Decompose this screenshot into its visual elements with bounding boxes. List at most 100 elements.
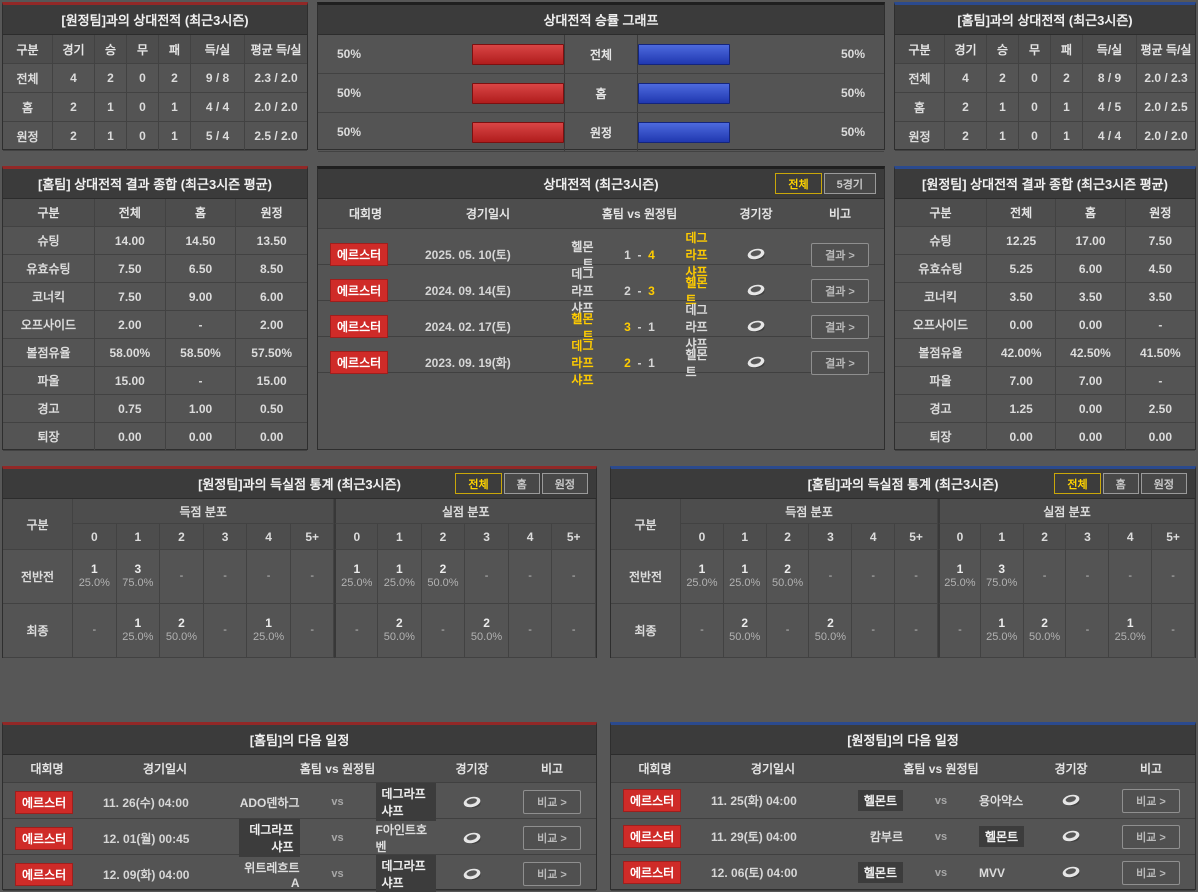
empty-value: - — [354, 623, 359, 636]
match-teams: ADO덴하그 vs 데그라프샤프 — [239, 783, 436, 821]
schedule-home-table: 대회명 경기일시 홈팀 vs 원정팀 경기장 비고 에르스터 11. 26(수) 04:00… — [3, 755, 596, 892]
action-cell: 결과 > — [796, 314, 884, 339]
table-cell: 경고 — [3, 395, 95, 423]
column-header: 대회명 — [638, 762, 672, 776]
tab-원정[interactable]: 원정 — [1140, 473, 1187, 494]
result-button[interactable]: 결과 > — [811, 242, 869, 267]
goalstats-cell: 2 50.0% — [1023, 604, 1067, 658]
table-cell: 원정 — [3, 122, 53, 151]
table-cell: 유효슈팅 — [3, 255, 95, 283]
count-value: 1 — [353, 562, 361, 577]
column-header: 원정 — [1125, 199, 1195, 227]
winrate-row: 50% 전체 50% — [318, 35, 884, 74]
column-header: 패 — [1051, 35, 1083, 64]
match-teams: 헬몬트 vs MVV — [847, 862, 1035, 883]
table-cell: 1 — [1051, 93, 1083, 122]
percent-value: 25.0% — [686, 577, 718, 590]
match-teams: 헬몬트 1 - 4 데그라프샤프 — [563, 229, 716, 280]
tab-5경기[interactable]: 5경기 — [823, 173, 876, 194]
home-team-name: 데그라프샤프 — [571, 267, 594, 315]
compare-button[interactable]: 비교 > — [1122, 824, 1180, 849]
tab-홈[interactable]: 홈 — [1102, 473, 1139, 494]
away-winrate-value: 50% — [840, 125, 866, 139]
goalstats-row: 최종 -2 50.0% -2 50.0% - - -1 25.0% 2 50.0% -1 25.0% - — [611, 604, 1195, 658]
table-cell: 41.50% — [1125, 339, 1195, 367]
goalstats-row-label: 전반전 — [611, 550, 681, 604]
goalstats-cell: 1 25.0% — [334, 550, 379, 604]
stadium-icon[interactable] — [460, 866, 484, 883]
tab-전체[interactable]: 전체 — [1054, 473, 1101, 494]
stadium-icon[interactable] — [1059, 828, 1083, 845]
tab-홈[interactable]: 홈 — [503, 473, 540, 494]
panel-title: 상대전적 승률 그래프 — [318, 5, 884, 35]
goalstats-cell: - — [203, 604, 248, 658]
goalstats-cell: - — [73, 604, 117, 658]
home-winrate-bar — [472, 82, 564, 104]
h2h-vs-away-table: 구분 경기 승 무 패 득/실 평균 득/실 전체 4 2 0 2 9 / 8 2.3 / 2.0 홈 2 1 0… — [3, 35, 307, 151]
stadium-icon[interactable] — [744, 282, 768, 299]
goalstats-cell: - — [247, 550, 291, 604]
compare-button[interactable]: 비교 > — [523, 862, 581, 886]
goalstats-cell: - — [852, 604, 896, 658]
away-bar-area — [638, 74, 822, 112]
stadium-icon[interactable] — [460, 830, 484, 847]
match-date: 2025. 05. 10(토) — [425, 248, 511, 262]
table-cell: 1 — [95, 93, 127, 122]
table-cell: 볼점유율 — [895, 339, 987, 367]
empty-value: - — [871, 569, 876, 582]
compare-button[interactable]: 비교 > — [523, 790, 581, 814]
table-cell: 오프사이드 — [3, 311, 95, 339]
goalstats-cell: - — [1152, 604, 1195, 658]
table-cell: 0.00 — [236, 423, 307, 451]
tab-전체[interactable]: 전체 — [455, 473, 502, 494]
table-cell: - — [1125, 311, 1195, 339]
stadium-icon[interactable] — [460, 794, 484, 811]
tab-원정[interactable]: 원정 — [541, 473, 588, 494]
compare-button[interactable]: 비교 > — [523, 826, 581, 850]
table-cell: - — [165, 367, 237, 395]
column-header: 홈팀 vs 원정팀 — [903, 762, 979, 776]
goalstats-cell: - — [290, 550, 335, 604]
table-cell: 전체 — [3, 64, 53, 93]
goal-count-header: 2 — [160, 524, 204, 550]
table-cell: 8 / 9 — [1083, 64, 1137, 93]
panel-title: [홈팀]의 다음 일정 — [3, 725, 596, 755]
stadium-icon[interactable] — [744, 318, 768, 335]
compare-button[interactable]: 비교 > — [1122, 788, 1180, 813]
schedule-row: 에르스터 11. 26(수) 04:00 ADO덴하그 vs 데그라프샤프 비교 > — [3, 783, 596, 821]
tab-전체[interactable]: 전체 — [775, 173, 822, 194]
stadium-icon[interactable] — [744, 246, 768, 263]
count-value: 2 — [1041, 616, 1048, 631]
percent-value: 25.0% — [986, 631, 1018, 644]
table-header-row: 구분 전체 홈 원정 — [3, 199, 307, 227]
match-row: 에르스터 2025. 05. 10(토) 헬몬트 1 - 4 데그라프샤프 결과 > — [318, 229, 884, 279]
away-winrate-bar — [638, 121, 730, 143]
stadium-icon[interactable] — [744, 354, 768, 371]
table-cell: 7.50 — [95, 255, 166, 283]
result-button[interactable]: 결과 > — [811, 350, 869, 375]
goal-count-header: 2 — [1023, 524, 1067, 550]
table-cell: 12.25 — [987, 227, 1057, 255]
column-header: 무 — [1019, 35, 1051, 64]
table-row: 퇴장 0.00 0.00 0.00 — [895, 423, 1195, 451]
compare-button[interactable]: 비교 > — [1122, 860, 1180, 885]
goal-count-header: 0 — [334, 524, 379, 550]
table-cell: 2 — [95, 64, 127, 93]
table-cell: 2 — [159, 64, 191, 93]
stadium-icon[interactable] — [1059, 792, 1083, 809]
empty-value: - — [1085, 623, 1090, 636]
stadium-icon[interactable] — [1059, 864, 1083, 881]
column-header: 평균 득/실 — [1137, 35, 1195, 64]
result-button[interactable]: 결과 > — [811, 314, 869, 339]
list-header-row: 대회명 경기일시 홈팀 vs 원정팀 경기장 비고 — [611, 755, 1195, 783]
goal-count-header: 1 — [378, 524, 422, 550]
table-cell: 3.50 — [1125, 283, 1195, 311]
table-cell: 2.0 / 2.3 — [1137, 64, 1195, 93]
table-cell: 0 — [1019, 64, 1051, 93]
result-button[interactable]: 결과 > — [811, 278, 869, 303]
goalstats-cell: 2 50.0% — [160, 604, 204, 658]
count-value: 3 — [998, 562, 1006, 577]
empty-value: - — [223, 569, 227, 582]
league-cell: 에르스터 — [3, 862, 91, 886]
match-teams: 데그라프샤프 2 - 1 헬몬트 — [563, 337, 716, 388]
